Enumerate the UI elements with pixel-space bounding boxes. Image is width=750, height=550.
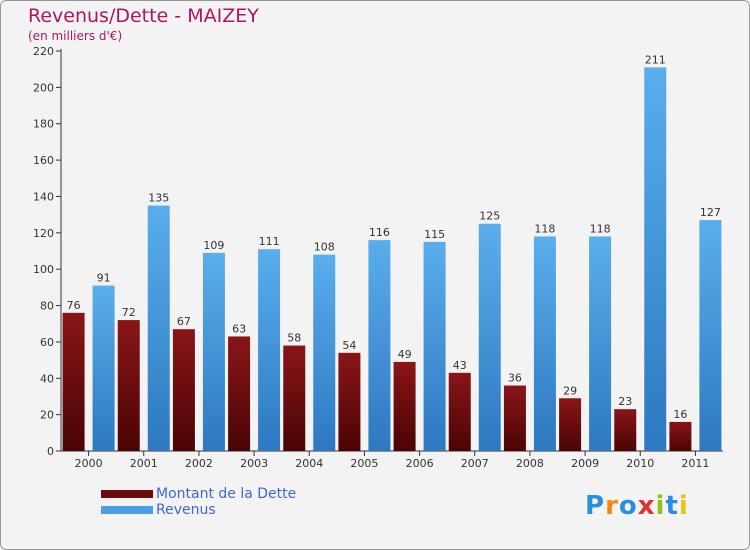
- data-label-dette: 63: [232, 322, 246, 335]
- bar-dette: [503, 385, 526, 451]
- logo-letter: P: [585, 491, 606, 521]
- logo-letter: i: [678, 491, 689, 521]
- x-tick-label: 2003: [240, 457, 268, 470]
- y-tick-label: 80: [40, 300, 54, 313]
- y-tick-label: 0: [47, 445, 54, 458]
- data-label-dette: 67: [177, 315, 191, 328]
- proxiti-logo: Proxiti: [585, 491, 689, 521]
- logo-letter: t: [665, 491, 679, 521]
- bar-revenus: [368, 240, 391, 451]
- bar-dette: [62, 312, 85, 451]
- bar-revenus: [92, 285, 115, 451]
- legend-swatch-revenus: [101, 506, 153, 514]
- bar-revenus: [478, 223, 501, 451]
- bar-dette: [448, 372, 471, 451]
- data-label-dette: 76: [67, 299, 81, 312]
- bar-dette: [228, 336, 251, 451]
- y-tick-label: 60: [40, 336, 54, 349]
- y-tick-label: 160: [33, 154, 54, 167]
- y-tick-label: 140: [33, 190, 54, 203]
- data-label-revenus: 108: [314, 241, 335, 254]
- logo-letter: r: [605, 491, 619, 521]
- x-tick-label: 2006: [406, 457, 434, 470]
- data-label-dette: 16: [673, 408, 687, 421]
- y-tick-label: 220: [33, 45, 54, 58]
- data-label-revenus: 118: [590, 222, 611, 235]
- bar-revenus: [533, 236, 556, 451]
- data-label-revenus: 115: [424, 228, 445, 241]
- logo-letter: o: [618, 491, 638, 521]
- bar-dette: [669, 421, 692, 451]
- x-tick-label: 2011: [681, 457, 709, 470]
- bar-dette: [117, 320, 140, 451]
- bar-dette: [559, 398, 582, 451]
- legend-swatch-dette: [101, 490, 153, 498]
- data-label-dette: 72: [122, 306, 136, 319]
- bar-revenus: [423, 241, 446, 451]
- x-tick-label: 2010: [626, 457, 654, 470]
- logo-letter: x: [637, 491, 656, 521]
- bar-revenus: [313, 254, 336, 451]
- x-tick-label: 2000: [75, 457, 103, 470]
- bar-revenus: [147, 205, 170, 451]
- bar-revenus: [258, 249, 281, 451]
- bar-dette: [172, 329, 195, 451]
- bar-dette: [393, 361, 416, 451]
- data-label-revenus: 125: [479, 210, 500, 223]
- y-tick-label: 200: [33, 81, 54, 94]
- data-label-revenus: 135: [148, 192, 169, 205]
- y-tick-label: 180: [33, 118, 54, 131]
- bar-dette: [338, 352, 361, 451]
- x-tick-label: 2002: [185, 457, 213, 470]
- bar-dette: [283, 345, 306, 451]
- x-tick-label: 2009: [571, 457, 599, 470]
- data-label-revenus: 91: [97, 272, 111, 285]
- x-tick-label: 2007: [461, 457, 489, 470]
- data-label-revenus: 211: [645, 53, 666, 66]
- y-tick-label: 40: [40, 372, 54, 385]
- data-label-revenus: 116: [369, 226, 390, 239]
- logo-letter: i: [655, 491, 666, 521]
- legend-label-dette: Montant de la Dette: [156, 486, 297, 502]
- y-tick-label: 20: [40, 409, 54, 422]
- legend-label-revenus: Revenus: [156, 502, 216, 518]
- x-tick-label: 2001: [130, 457, 158, 470]
- data-label-dette: 43: [453, 359, 467, 372]
- data-label-dette: 49: [398, 348, 412, 361]
- bar-revenus: [699, 220, 722, 451]
- x-tick-label: 2008: [516, 457, 544, 470]
- data-label-dette: 36: [508, 372, 522, 385]
- y-tick-label: 120: [33, 227, 54, 240]
- bar-revenus: [644, 67, 667, 451]
- bar-revenus: [589, 236, 612, 451]
- x-tick-label: 2004: [295, 457, 323, 470]
- x-tick-label: 2005: [350, 457, 378, 470]
- data-label-dette: 23: [618, 395, 632, 408]
- data-label-revenus: 118: [534, 222, 555, 235]
- bar-revenus: [202, 252, 225, 451]
- data-label-dette: 29: [563, 384, 577, 397]
- data-label-revenus: 109: [203, 239, 224, 252]
- data-label-dette: 54: [342, 339, 356, 352]
- chart-subtitle: (en milliers d'€): [28, 29, 123, 43]
- bar-dette: [614, 409, 637, 451]
- data-label-revenus: 111: [259, 235, 280, 248]
- y-tick-label: 100: [33, 263, 54, 276]
- chart-title: Revenus/Dette - MAIZEY: [28, 5, 259, 27]
- data-label-dette: 58: [287, 332, 301, 345]
- data-label-revenus: 127: [700, 206, 721, 219]
